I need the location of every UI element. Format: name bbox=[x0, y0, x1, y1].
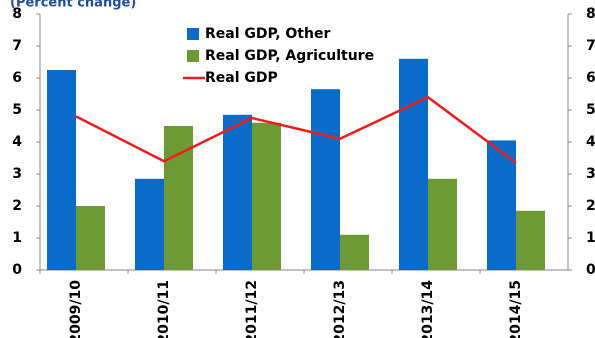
chart-subtitle: (Percent change) bbox=[10, 0, 136, 11]
legend-swatch bbox=[187, 50, 199, 62]
y-tick-label: 1 bbox=[12, 230, 22, 246]
y-tick-label: 3 bbox=[12, 166, 22, 182]
bar bbox=[398, 58, 428, 270]
bar bbox=[134, 178, 164, 270]
bar bbox=[516, 210, 546, 270]
bar bbox=[486, 140, 516, 270]
bar bbox=[428, 178, 458, 270]
bar bbox=[310, 89, 340, 270]
y-tick-label: 8 bbox=[12, 6, 22, 22]
y-tick-label: 5 bbox=[12, 102, 22, 118]
x-tick-label: 2010/11 bbox=[156, 280, 172, 338]
x-tick-label: 2012/13 bbox=[332, 280, 348, 338]
bar bbox=[222, 114, 252, 270]
x-tick-label: 2009/10 bbox=[68, 280, 84, 338]
y2-tick-label: 2 bbox=[586, 198, 595, 214]
y2-tick-label: 7 bbox=[586, 38, 595, 54]
x-tick-label: 2011/12 bbox=[244, 280, 260, 338]
x-tick-label: 2014/15 bbox=[508, 280, 524, 338]
y2-tick-label: 4 bbox=[586, 134, 595, 150]
line bbox=[75, 95, 517, 164]
y-tick-label: 2 bbox=[12, 198, 22, 214]
y2-tick-label: 3 bbox=[586, 166, 595, 182]
y2-tick-label: 0 bbox=[586, 262, 595, 278]
legend-label: Real GDP bbox=[205, 70, 278, 86]
bar bbox=[76, 206, 106, 270]
y-tick-label: 4 bbox=[12, 134, 22, 150]
legend-swatch bbox=[187, 28, 199, 40]
bar bbox=[340, 234, 370, 270]
bar bbox=[252, 122, 282, 270]
y2-tick-label: 1 bbox=[586, 230, 595, 246]
y-tick-label: 6 bbox=[12, 70, 22, 86]
bar bbox=[164, 126, 194, 270]
y2-tick-label: 8 bbox=[586, 6, 595, 22]
legend-label: Real GDP, Other bbox=[205, 26, 330, 42]
legend-label: Real GDP, Agriculture bbox=[205, 48, 374, 64]
x-tick-label: 2013/14 bbox=[420, 280, 436, 338]
y2-tick-label: 6 bbox=[586, 70, 595, 86]
y2-tick-label: 5 bbox=[586, 102, 595, 118]
y-tick-label: 0 bbox=[12, 262, 22, 278]
bar bbox=[46, 70, 76, 270]
y-tick-label: 7 bbox=[12, 38, 22, 54]
